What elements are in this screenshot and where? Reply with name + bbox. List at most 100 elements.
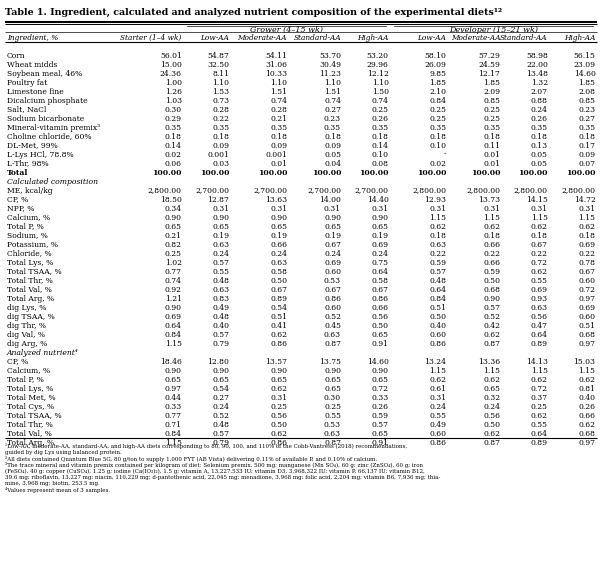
Text: Poultry fat: Poultry fat xyxy=(7,79,47,87)
Text: 0.18: 0.18 xyxy=(531,231,548,240)
Text: 0.18: 0.18 xyxy=(484,231,500,240)
Text: 54.87: 54.87 xyxy=(208,52,229,60)
Text: Sodium bicarbonate: Sodium bicarbonate xyxy=(7,114,84,122)
Text: 0.61: 0.61 xyxy=(430,384,446,393)
Text: 0.56: 0.56 xyxy=(371,312,389,321)
Text: 0.66: 0.66 xyxy=(578,411,596,420)
Text: 0.74: 0.74 xyxy=(270,97,287,104)
Text: 0.65: 0.65 xyxy=(371,331,389,339)
Text: 0.65: 0.65 xyxy=(212,376,229,384)
Text: 8.11: 8.11 xyxy=(212,70,229,77)
Text: ²All diets contained Quantum Blue 5G, 80 g/ton to supply 1,000 FYT (AB Vista) de: ²All diets contained Quantum Blue 5G, 80… xyxy=(5,456,377,462)
Text: 0.57: 0.57 xyxy=(371,421,389,428)
Text: dig TSAA, %: dig TSAA, % xyxy=(7,312,55,321)
Text: 24.36: 24.36 xyxy=(160,70,182,77)
Text: 0.14: 0.14 xyxy=(165,142,182,149)
Text: 0.86: 0.86 xyxy=(270,339,287,347)
Text: 0.90: 0.90 xyxy=(165,367,182,374)
Text: 0.62: 0.62 xyxy=(270,430,287,438)
Text: 0.62: 0.62 xyxy=(578,223,596,230)
Text: 0.31: 0.31 xyxy=(531,205,548,213)
Text: 13.75: 13.75 xyxy=(319,357,341,366)
Text: 0.62: 0.62 xyxy=(578,421,596,428)
Text: 0.54: 0.54 xyxy=(212,384,229,393)
Text: 58.98: 58.98 xyxy=(526,52,548,60)
Text: 15.03: 15.03 xyxy=(574,357,596,366)
Text: 0.18: 0.18 xyxy=(578,231,596,240)
Text: 0.65: 0.65 xyxy=(324,376,341,384)
Text: 0.25: 0.25 xyxy=(324,403,341,411)
Text: 0.24: 0.24 xyxy=(324,250,341,258)
Text: 0.87: 0.87 xyxy=(324,438,341,447)
Text: 1.15: 1.15 xyxy=(531,367,548,374)
Text: Table 1. Ingredient, calculated and analyzed nutrient composition of the experim: Table 1. Ingredient, calculated and anal… xyxy=(5,8,502,17)
Text: 12.17: 12.17 xyxy=(479,70,500,77)
Text: 0.50: 0.50 xyxy=(371,322,389,329)
Text: 0.52: 0.52 xyxy=(484,312,500,321)
Text: 0.86: 0.86 xyxy=(430,438,446,447)
Text: 39.6 mg; riboflavin, 13,227 mg; niacin, 110,229 mg; d-pantothenic acid, 22,045 m: 39.6 mg; riboflavin, 13,227 mg; niacin, … xyxy=(5,475,440,480)
Text: 0.02: 0.02 xyxy=(165,151,182,159)
Text: 0.28: 0.28 xyxy=(270,105,287,114)
Text: Starter (1–4 wk): Starter (1–4 wk) xyxy=(121,33,182,42)
Text: 1.03: 1.03 xyxy=(164,97,182,104)
Text: 2,700.00: 2,700.00 xyxy=(196,186,229,195)
Text: 0.62: 0.62 xyxy=(484,223,500,230)
Text: 0.22: 0.22 xyxy=(578,250,596,258)
Text: 0.31: 0.31 xyxy=(430,394,446,401)
Text: Moderate-AA: Moderate-AA xyxy=(238,33,287,42)
Text: 0.18: 0.18 xyxy=(270,132,287,141)
Text: 0.50: 0.50 xyxy=(430,312,446,321)
Text: 0.29: 0.29 xyxy=(165,114,182,122)
Text: 0.27: 0.27 xyxy=(324,105,341,114)
Text: Limestone fine: Limestone fine xyxy=(7,87,64,96)
Text: 2,700.00: 2,700.00 xyxy=(355,186,389,195)
Text: 1.15: 1.15 xyxy=(531,213,548,222)
Text: 0.22: 0.22 xyxy=(531,250,548,258)
Text: 0.35: 0.35 xyxy=(531,124,548,131)
Text: 0.65: 0.65 xyxy=(212,223,229,230)
Text: 0.63: 0.63 xyxy=(324,430,341,438)
Text: 0.90: 0.90 xyxy=(165,304,182,312)
Text: 1.00: 1.00 xyxy=(165,79,182,87)
Text: 2,800.00: 2,800.00 xyxy=(148,186,182,195)
Text: 1.15: 1.15 xyxy=(578,213,596,222)
Text: 0.24: 0.24 xyxy=(212,250,229,258)
Text: 0.66: 0.66 xyxy=(484,240,500,248)
Text: 57.29: 57.29 xyxy=(479,52,500,60)
Text: 0.65: 0.65 xyxy=(270,223,287,230)
Text: 0.02: 0.02 xyxy=(430,159,446,168)
Text: 1.02: 1.02 xyxy=(165,258,182,267)
Text: 0.001: 0.001 xyxy=(265,151,287,159)
Text: 0.35: 0.35 xyxy=(371,124,389,131)
Text: 0.05: 0.05 xyxy=(531,159,548,168)
Text: 0.84: 0.84 xyxy=(430,295,446,302)
Text: 2,800.00: 2,800.00 xyxy=(466,186,500,195)
Text: 54.11: 54.11 xyxy=(265,52,287,60)
Text: 13.36: 13.36 xyxy=(478,357,500,366)
Text: 0.18: 0.18 xyxy=(212,132,229,141)
Text: 0.09: 0.09 xyxy=(212,142,229,149)
Text: 0.92: 0.92 xyxy=(165,285,182,294)
Text: 13.48: 13.48 xyxy=(526,70,548,77)
Text: 0.10: 0.10 xyxy=(430,142,446,149)
Text: 0.35: 0.35 xyxy=(212,124,229,131)
Text: ⁴Values represent mean of 3 samples.: ⁴Values represent mean of 3 samples. xyxy=(5,488,110,493)
Text: 0.07: 0.07 xyxy=(578,159,596,168)
Text: 0.69: 0.69 xyxy=(165,312,182,321)
Text: 0.31: 0.31 xyxy=(270,394,287,401)
Text: 0.60: 0.60 xyxy=(324,268,341,275)
Text: 0.51: 0.51 xyxy=(270,312,287,321)
Text: 31.06: 31.06 xyxy=(265,60,287,69)
Text: 53.20: 53.20 xyxy=(367,52,389,60)
Text: 0.60: 0.60 xyxy=(430,331,446,339)
Text: 0.63: 0.63 xyxy=(212,285,229,294)
Text: 0.56: 0.56 xyxy=(531,312,548,321)
Text: 0.51: 0.51 xyxy=(430,304,446,312)
Text: 1.15: 1.15 xyxy=(484,367,500,374)
Text: Grower (4–15 wk): Grower (4–15 wk) xyxy=(250,26,323,34)
Text: 1.15: 1.15 xyxy=(578,367,596,374)
Text: 0.40: 0.40 xyxy=(212,322,229,329)
Text: 100.00: 100.00 xyxy=(518,169,548,176)
Text: Total: Total xyxy=(7,169,28,176)
